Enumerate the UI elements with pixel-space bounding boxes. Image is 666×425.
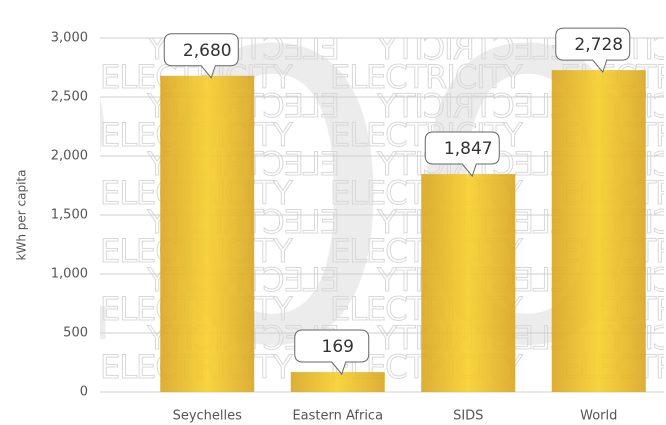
y-tick-label: 1,000 bbox=[51, 267, 88, 282]
x-tick-label: Seychelles bbox=[173, 409, 243, 424]
value-label: 169 bbox=[322, 337, 354, 357]
watermark-text: ELECTRICITY bbox=[330, 58, 523, 96]
watermark-text: ELECTRICITY bbox=[377, 29, 570, 67]
y-tick-label: 0 bbox=[80, 385, 88, 400]
bar bbox=[290, 372, 385, 392]
y-tick-label: 2,500 bbox=[51, 90, 88, 105]
y-tick-label: 2,000 bbox=[51, 149, 88, 164]
value-label-bubble bbox=[555, 27, 631, 74]
value-label-bubble bbox=[163, 33, 239, 79]
y-tick-label: 3,000 bbox=[51, 31, 88, 46]
value-label-bubble bbox=[424, 131, 500, 178]
y-axis-label: kWh per capita bbox=[15, 170, 29, 261]
bar bbox=[551, 70, 646, 392]
x-tick-label: Eastern Africa bbox=[292, 409, 383, 424]
value-label-bubble bbox=[294, 329, 370, 376]
y-tick-label: 500 bbox=[63, 326, 88, 341]
x-tick-label: World bbox=[580, 409, 617, 424]
bar bbox=[421, 174, 516, 392]
watermark-text: ELECTRICITY bbox=[377, 87, 570, 125]
bar bbox=[160, 75, 255, 392]
value-label: 1,847 bbox=[444, 139, 493, 159]
y-tick-label: 1,500 bbox=[51, 208, 88, 223]
value-label: 2,680 bbox=[183, 41, 232, 61]
value-label: 2,728 bbox=[574, 35, 623, 55]
x-tick-label: SIDS bbox=[453, 409, 483, 424]
